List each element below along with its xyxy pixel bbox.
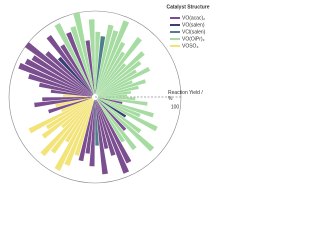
bar (50, 89, 93, 97)
bar (89, 99, 95, 167)
bar (64, 99, 94, 166)
bar (73, 12, 95, 95)
bar (97, 94, 128, 97)
bar (48, 97, 93, 114)
bar (96, 99, 130, 174)
legend-label: VO(acac)₂ (182, 15, 205, 21)
bar (97, 60, 142, 96)
bar (57, 56, 94, 95)
bar (45, 51, 93, 96)
bar (40, 99, 94, 157)
chart: 100 Catalyst Structure VO(acac)₂ VO(salen) V… (8, 4, 210, 184)
legend-title: Catalyst Structure (166, 4, 209, 10)
bar (41, 98, 93, 139)
bar (95, 99, 116, 156)
bar (95, 30, 119, 95)
bar (74, 99, 95, 156)
bar (24, 58, 93, 96)
bar (85, 40, 95, 95)
bar (97, 98, 158, 132)
bar (95, 99, 109, 149)
bar (45, 98, 93, 130)
bar (97, 69, 137, 96)
axis-label: Reaction Yield / % (168, 90, 203, 102)
bar (96, 51, 125, 95)
bar (24, 42, 93, 96)
bar (97, 97, 154, 118)
bar (97, 80, 133, 96)
bar (95, 24, 114, 95)
bar (78, 99, 95, 162)
r-tick-label: 100 (171, 104, 180, 110)
legend-label: VO(OiPr)₃ (182, 36, 205, 42)
bar (61, 98, 93, 129)
legend-label: VCl(salen) (182, 29, 206, 35)
bar (96, 99, 132, 164)
bar (97, 66, 151, 96)
bar (95, 36, 106, 95)
bar (96, 20, 130, 95)
bar (95, 99, 108, 175)
legend-label: VOSO₄ (182, 43, 199, 49)
bar (66, 31, 94, 95)
bar (95, 31, 101, 95)
bar (46, 35, 94, 95)
bar (28, 98, 93, 134)
bar (97, 85, 139, 97)
bar (85, 99, 95, 154)
bar (97, 97, 148, 106)
bar (96, 41, 126, 95)
bar (55, 97, 93, 108)
bar (97, 98, 141, 118)
bar (97, 97, 136, 101)
bar (97, 51, 145, 96)
legend-label: VO(salen) (182, 22, 205, 28)
bar (54, 23, 94, 95)
bar (96, 99, 127, 131)
bar (97, 79, 146, 97)
bar (97, 98, 127, 118)
bar (96, 99, 125, 143)
bar (65, 99, 94, 143)
bar (62, 94, 93, 97)
bar (88, 19, 95, 95)
bar (28, 73, 93, 97)
bar (60, 44, 94, 95)
bar (54, 99, 94, 171)
bar (70, 26, 95, 95)
bar (97, 98, 155, 152)
bar (96, 37, 142, 95)
bar (31, 55, 93, 96)
bar (95, 99, 99, 146)
bar (38, 82, 93, 97)
bar (96, 99, 137, 151)
bar (34, 97, 93, 108)
bar (61, 98, 93, 113)
bar (97, 97, 123, 105)
bar (18, 62, 93, 96)
bar (96, 63, 127, 95)
bar (50, 99, 94, 154)
bar (42, 97, 93, 102)
bar (97, 90, 132, 97)
bar (97, 98, 142, 134)
